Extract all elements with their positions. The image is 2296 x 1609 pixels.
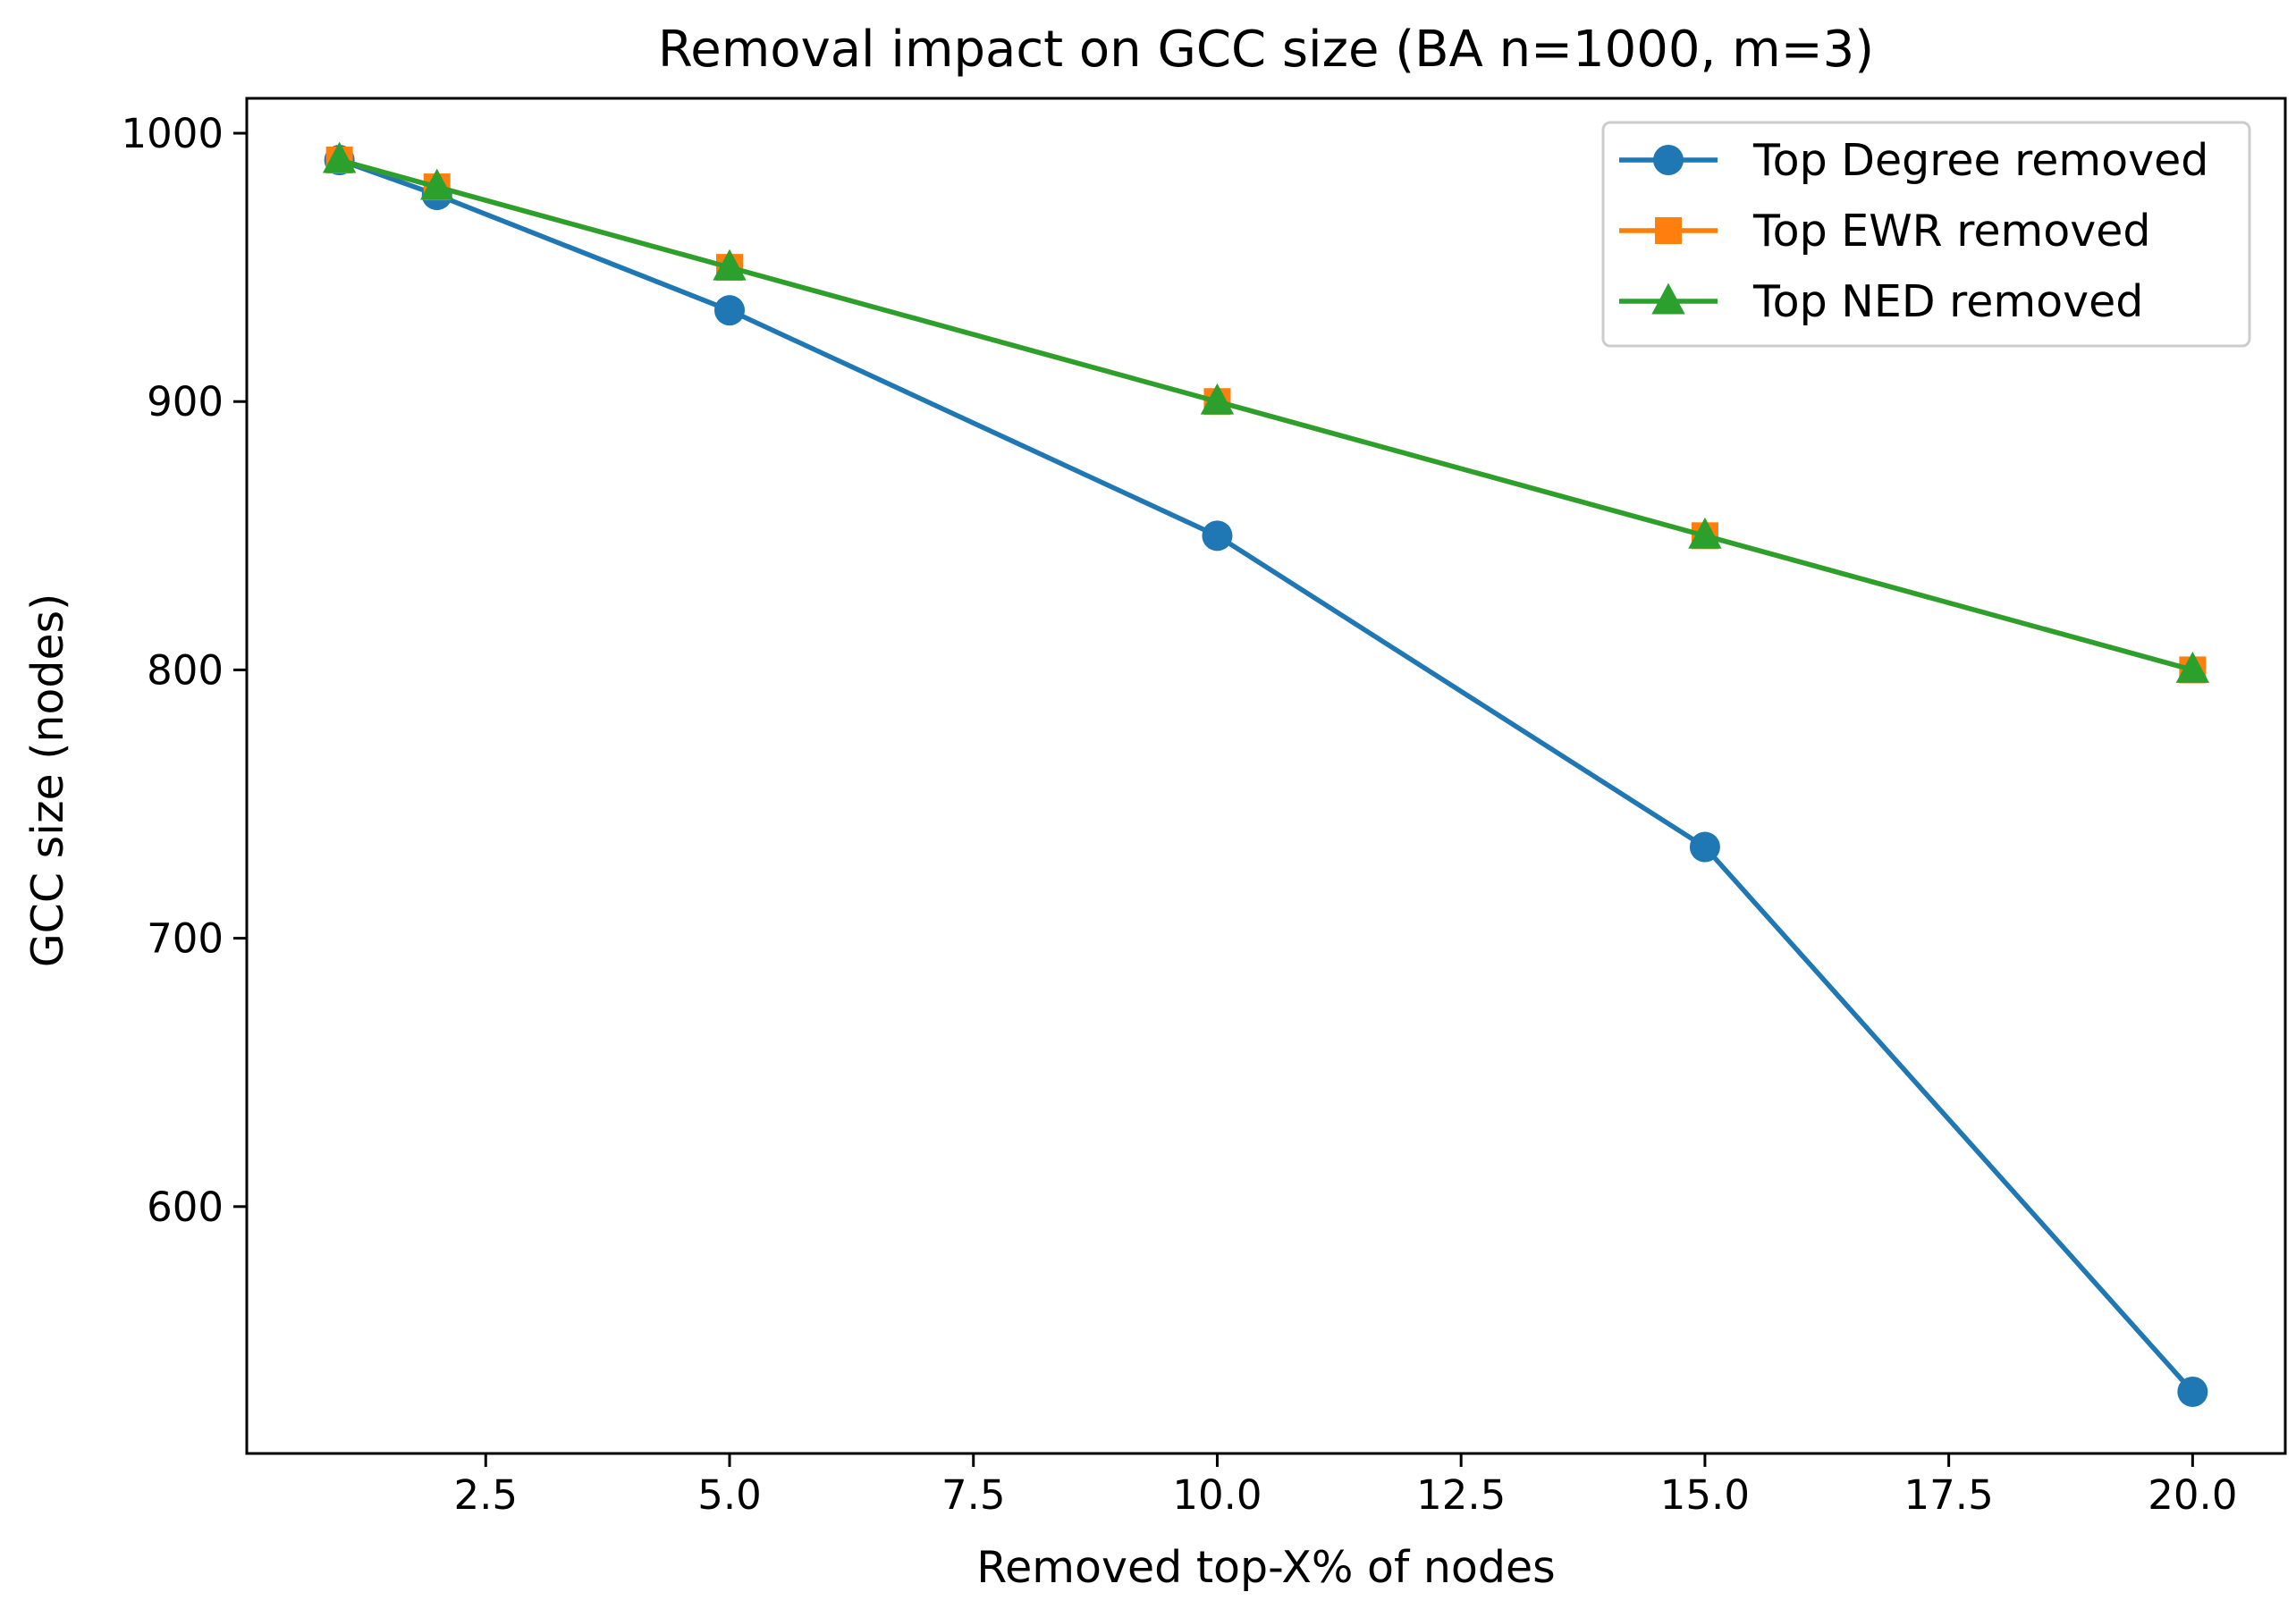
- y-tick-label: 600: [147, 1184, 224, 1231]
- data-point: [420, 168, 454, 200]
- x-tick-label: 7.5: [941, 1471, 1006, 1519]
- y-tick-label: 800: [147, 646, 224, 694]
- legend-label: Top EWR removed: [1752, 206, 2150, 257]
- data-point: [713, 249, 747, 281]
- y-tick-label: 1000: [121, 110, 224, 157]
- legend-marker: [1651, 282, 1685, 315]
- legend-label: Top Degree removed: [1752, 135, 2208, 186]
- legend: Top Degree removed Top EWR removed Top NED…: [1601, 121, 2251, 348]
- x-tick-label: 2.5: [453, 1471, 518, 1519]
- x-tick-label: 17.5: [1904, 1471, 1994, 1519]
- data-point: [1688, 517, 1722, 549]
- chart-title: Removal impact on GCC size (BA n=1000, m…: [658, 21, 1874, 79]
- legend-marker: [1655, 217, 1682, 244]
- axes-frame: [245, 97, 2287, 1455]
- legend-item: Top Degree removed: [1619, 135, 2208, 186]
- y-axis-label: GCC size (nodes): [22, 594, 73, 968]
- legend-box: [1601, 121, 2251, 348]
- x-axis-label: Removed top-X% of nodes: [976, 1542, 1555, 1593]
- legend-item: Top EWR removed: [1619, 206, 2150, 257]
- data-point: [322, 141, 357, 173]
- series-3: [322, 141, 2210, 683]
- series-line-3: [336, 156, 2196, 673]
- legend-label: Top NED removed: [1752, 276, 2143, 327]
- data-point: [1689, 831, 1720, 863]
- data-point: [1200, 383, 1235, 415]
- x-tick-label: 5.0: [697, 1471, 762, 1519]
- data-point: [714, 295, 745, 326]
- x-tick-label: 12.5: [1416, 1471, 1506, 1519]
- x-tick-label: 10.0: [1172, 1471, 1262, 1519]
- x-tick-label: 20.0: [2148, 1471, 2237, 1519]
- y-tick-label: 700: [147, 915, 224, 963]
- x-tick-label: 15.0: [1660, 1471, 1750, 1519]
- legend-item: Top NED removed: [1619, 276, 2143, 327]
- data-point: [2177, 1376, 2208, 1407]
- data-point: [1202, 520, 1233, 552]
- legend-marker: [1653, 145, 1684, 175]
- y-tick-label: 900: [147, 378, 224, 425]
- data-point: [2175, 652, 2210, 683]
- axes: 2.5 5.0 7.5 10.0 12.5 15.0 17.5 20.0 600 700 800 90…: [121, 97, 2287, 1519]
- plot-area: [322, 141, 2210, 1407]
- series-line-1: [336, 156, 2197, 1395]
